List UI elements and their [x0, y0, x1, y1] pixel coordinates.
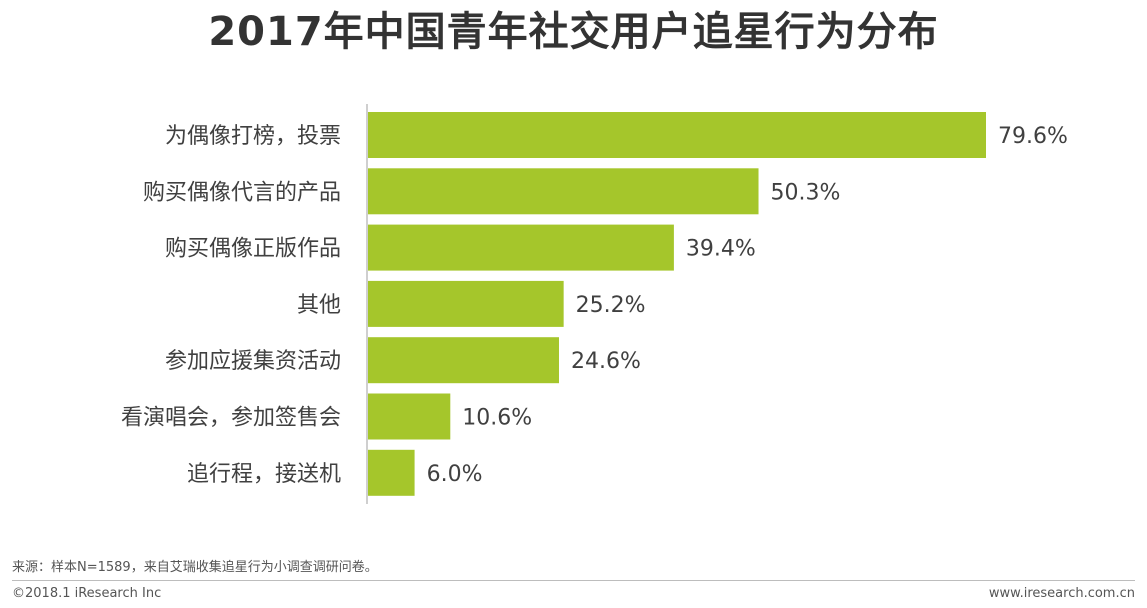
category-label-5: 看演唱会，参加签售会 [121, 406, 341, 431]
chart-title: 2017年中国青年社交用户追星行为分布 [208, 9, 939, 55]
footer-divider [12, 580, 1135, 581]
value-label-5: 10.6% [462, 406, 532, 431]
bar-0 [368, 112, 986, 158]
bar-5 [368, 393, 451, 440]
bar-1 [368, 168, 759, 215]
website-text: www.iresearch.com.cn [988, 586, 1135, 601]
category-label-0: 为偶像打榜，投票 [165, 124, 341, 149]
bars-group: 为偶像打榜，投票 79.6% 购买偶像代言的产品 50.3% 购买偶像正版作品 39.4%… [121, 112, 1068, 496]
category-label-4: 参加应援集资活动 [165, 349, 341, 374]
bar-6 [368, 449, 415, 496]
value-label-0: 79.6% [998, 124, 1068, 149]
value-label-1: 50.3% [771, 180, 841, 205]
bar-2 [368, 224, 674, 271]
value-label-4: 24.6% [571, 349, 641, 374]
bar-4 [368, 337, 559, 384]
category-label-2: 购买偶像正版作品 [165, 237, 341, 262]
bar-3 [368, 280, 564, 327]
category-label-3: 其他 [297, 293, 341, 318]
copyright-text: ©2018.1 iResearch Inc [12, 586, 162, 601]
value-label-6: 6.0% [427, 462, 483, 487]
value-label-3: 25.2% [576, 293, 646, 318]
category-label-6: 追行程，接送机 [187, 462, 341, 487]
source-note: 来源：样本N=1589，来自艾瑞收集追星行为小调查调研问卷。 [12, 560, 378, 575]
value-label-2: 39.4% [686, 237, 756, 262]
category-label-1: 购买偶像代言的产品 [143, 180, 341, 205]
